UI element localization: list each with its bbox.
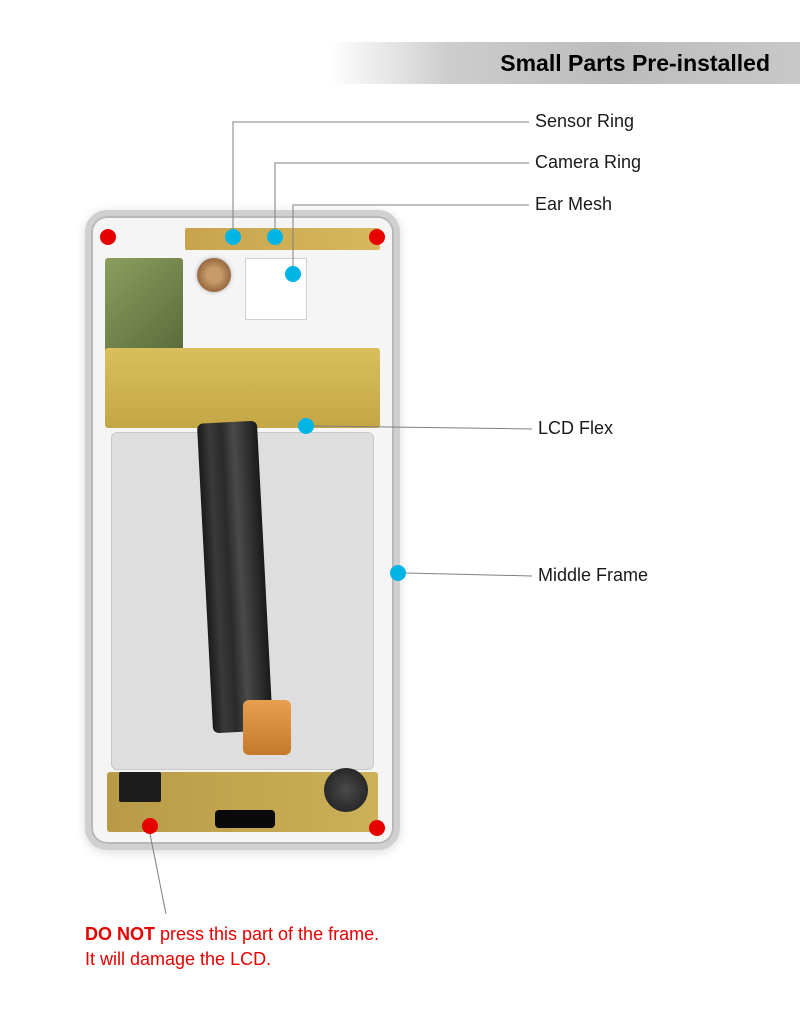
sensor_ring-dot bbox=[225, 229, 241, 245]
leader-lines bbox=[0, 0, 800, 1017]
warning-dot-0 bbox=[100, 229, 116, 245]
warning-dot-1 bbox=[369, 229, 385, 245]
warning-dot-2 bbox=[142, 818, 158, 834]
ear_mesh-dot bbox=[285, 266, 301, 282]
warning-dot-3 bbox=[369, 820, 385, 836]
lcd_flex-dot bbox=[298, 418, 314, 434]
camera_ring-dot bbox=[267, 229, 283, 245]
middle_frame-dot bbox=[390, 565, 406, 581]
